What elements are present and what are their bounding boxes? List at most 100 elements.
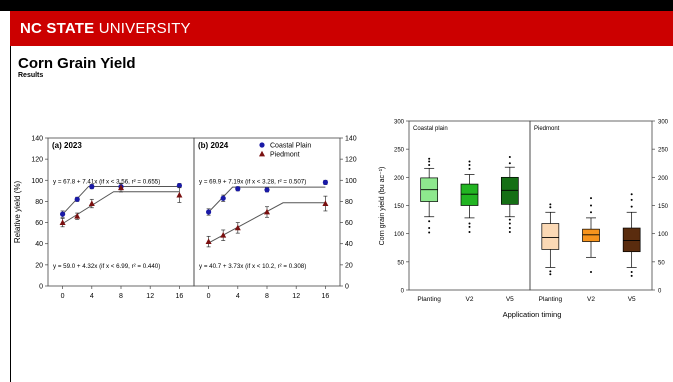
box-planting [541, 223, 560, 250]
university-header: NC STATE UNIVERSITY [10, 11, 673, 46]
y-tick-label-right: 40 [345, 241, 353, 248]
data-point-piedmont [234, 224, 241, 231]
slide-subtitle: Results [18, 72, 44, 79]
legend-marker-piedmont [259, 150, 265, 157]
fit-line-0 [208, 186, 326, 213]
outlier-point [428, 227, 431, 230]
data-point-coastal [176, 182, 182, 189]
y-tick-label: 60 [35, 220, 43, 227]
outlier-point [428, 157, 431, 160]
data-point-piedmont [220, 232, 227, 238]
y-tick-label-right: 250 [658, 148, 669, 154]
y-tick-label: 250 [394, 148, 405, 154]
y-tick-label: 300 [394, 120, 405, 126]
data-point-piedmont [59, 219, 66, 225]
fit-equation-coastal: y = 69.9 + 7.19x (if x < 3.28, r² = 0.50… [199, 178, 306, 185]
fit-line-1 [208, 202, 326, 244]
outlier-point [428, 163, 431, 166]
data-point-piedmont [74, 213, 81, 219]
slide-title: Corn Grain Yield [18, 55, 136, 72]
data-point-piedmont [88, 200, 95, 206]
legend-label: Piedmont [270, 152, 300, 159]
outlier-point [468, 230, 471, 233]
y-tick-label-right: 20 [345, 262, 353, 269]
outlier-point [590, 211, 592, 214]
outlier-point [508, 156, 511, 159]
outlier-point [549, 273, 552, 276]
data-point-coastal [74, 196, 80, 202]
data-point-coastal [220, 195, 226, 201]
box-v5 [500, 176, 519, 205]
outlier-point [468, 167, 471, 170]
data-point-piedmont [176, 191, 183, 198]
legend-label: Coastal Plain [270, 143, 311, 150]
x-tick-label: 12 [146, 293, 154, 300]
outlier-point [630, 274, 633, 277]
outlier-point [508, 218, 511, 221]
y-tick-label-right: 150 [658, 204, 669, 210]
x-tick-label: 8 [119, 293, 123, 300]
x-category-label: Planting [417, 296, 441, 303]
brand-rest: UNIVERSITY [94, 20, 191, 37]
y-tick-label: 100 [394, 232, 405, 238]
data-point-piedmont [264, 208, 270, 215]
outlier-point [630, 270, 633, 273]
y-tick-label: 0 [401, 289, 405, 295]
outlier-point [630, 193, 633, 196]
x-category-label: V2 [466, 296, 474, 303]
fit-line-1 [62, 191, 180, 225]
box-v2 [582, 228, 600, 242]
outlier-point [428, 231, 431, 234]
x-category-label: V5 [628, 296, 636, 303]
y-tick-label: 40 [35, 241, 43, 248]
left-rule [10, 46, 11, 382]
x-category-label: V2 [587, 296, 595, 303]
y-tick-label-right: 0 [658, 289, 662, 295]
y-tick-label-right: 80 [345, 199, 353, 206]
outlier-point [549, 203, 552, 206]
x-tick-label: 16 [176, 293, 184, 300]
box-v2 [460, 183, 479, 206]
data-point-piedmont [205, 238, 212, 244]
x-tick-label: 0 [61, 293, 65, 300]
top-black-bar [0, 0, 673, 11]
chart1-ylabel: Relative yield (%) [13, 181, 22, 244]
data-point-coastal [235, 186, 241, 192]
data-point-coastal [322, 179, 328, 185]
university-logo: NC STATE UNIVERSITY [20, 20, 191, 37]
data-point-coastal [264, 187, 270, 193]
y-tick-label: 200 [394, 176, 405, 182]
outlier-point [468, 163, 471, 166]
data-point-piedmont [118, 184, 124, 191]
y-tick-label-right: 100 [345, 178, 357, 185]
data-point-piedmont [322, 200, 329, 206]
panel-label: (a) 2023 [52, 141, 82, 150]
chart2-ylabel: Corn grain yield (bu ac⁻¹) [379, 167, 386, 246]
outlier-point [468, 222, 471, 225]
fit-line-0 [62, 185, 180, 215]
box-panel-label: Coastal plain [413, 126, 448, 132]
outlier-point [590, 270, 592, 273]
y-tick-label-right: 300 [658, 120, 669, 126]
y-tick-label: 80 [35, 199, 43, 206]
outlier-point [468, 160, 471, 163]
outlier-point [428, 220, 431, 223]
fit-equation-piedmont: y = 59.0 + 4.32x (if x < 6.99, r² = 0.44… [53, 263, 160, 270]
data-point-coastal [60, 211, 66, 217]
legend-marker-coastal [259, 142, 265, 148]
brand-bold: NC STATE [20, 20, 95, 37]
x-category-label: V5 [506, 296, 514, 303]
outlier-point [508, 162, 511, 165]
y-tick-label: 0 [39, 284, 43, 291]
outlier-point [428, 160, 431, 163]
fit-equation-coastal: y = 67.8 + 7.41x (if x < 3.56, r² = 0.65… [53, 178, 160, 185]
y-tick-label: 50 [397, 260, 404, 266]
outlier-point [508, 222, 511, 225]
box-panel-label: Piedmont [534, 126, 560, 132]
y-tick-label-right: 50 [658, 260, 665, 266]
outlier-point [468, 225, 471, 228]
x-tick-label: 0 [207, 293, 211, 300]
y-tick-label-right: 100 [658, 232, 669, 238]
